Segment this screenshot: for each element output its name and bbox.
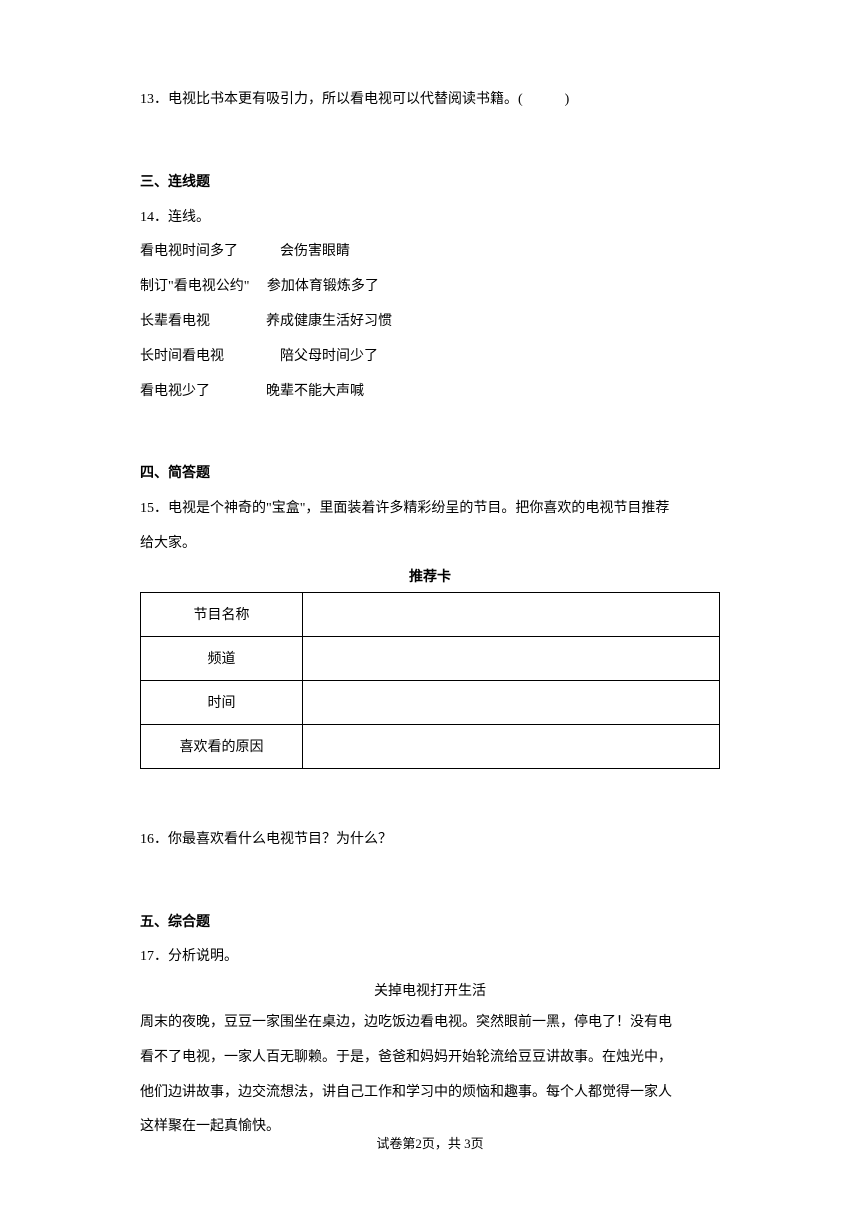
section-4-heading: 四、简答题 — [140, 459, 720, 490]
spacer — [140, 120, 720, 144]
section-3-heading: 三、连线题 — [140, 168, 720, 199]
page-footer: 试卷第2页，共 3页 — [0, 1133, 860, 1152]
q17-para-line: 看不了电视，一家人百无聊赖。于是，爸爸和妈妈开始轮流给豆豆讲故事。在烛光中， — [140, 1043, 720, 1074]
question-15-line1: 15．电视是个神奇的"宝盒"，里面装着许多精彩纷呈的节目。把你喜欢的电视节目推荐 — [140, 494, 720, 525]
table-row: 喜欢看的原因 — [141, 724, 720, 768]
q17-para-line: 他们边讲故事，边交流想法，讲自己工作和学习中的烦恼和趣事。每个人都觉得一家人 — [140, 1078, 720, 1109]
spacer — [140, 777, 720, 825]
q17-subtitle: 关掉电视打开生活 — [140, 977, 720, 1008]
table-cell-value — [303, 680, 720, 724]
table-row: 节目名称 — [141, 592, 720, 636]
q14-line-3: 长辈看电视 养成健康生活好习惯 — [140, 307, 720, 338]
table-cell-value — [303, 592, 720, 636]
table-cell-value — [303, 636, 720, 680]
question-17-intro: 17．分析说明。 — [140, 942, 720, 973]
table-title: 推荐卡 — [140, 566, 720, 586]
question-13: 13．电视比书本更有吸引力，所以看电视可以代替阅读书籍。( ) — [140, 85, 720, 116]
q14-line-5: 看电视少了 晚辈不能大声喊 — [140, 377, 720, 408]
table-cell-label: 喜欢看的原因 — [141, 724, 303, 768]
question-15-line2: 给大家。 — [140, 529, 720, 560]
spacer — [140, 860, 720, 884]
q17-para-line: 周末的夜晚，豆豆一家围坐在桌边，边吃饭边看电视。突然眼前一黑，停电了！没有电 — [140, 1008, 720, 1039]
table-cell-label: 时间 — [141, 680, 303, 724]
table-row: 频道 — [141, 636, 720, 680]
q14-line-4: 长时间看电视 陪父母时间少了 — [140, 342, 720, 373]
question-16: 16．你最喜欢看什么电视节目？为什么？ — [140, 825, 720, 856]
table-cell-label: 节目名称 — [141, 592, 303, 636]
spacer — [140, 411, 720, 435]
recommendation-table: 节目名称 频道 时间 喜欢看的原因 — [140, 592, 720, 769]
table-cell-value — [303, 724, 720, 768]
question-14-intro: 14．连线。 — [140, 203, 720, 234]
table-cell-label: 频道 — [141, 636, 303, 680]
q14-line-1: 看电视时间多了 会伤害眼睛 — [140, 237, 720, 268]
section-5-heading: 五、综合题 — [140, 908, 720, 939]
q14-line-2: 制订"看电视公约" 参加体育锻炼多了 — [140, 272, 720, 303]
table-row: 时间 — [141, 680, 720, 724]
